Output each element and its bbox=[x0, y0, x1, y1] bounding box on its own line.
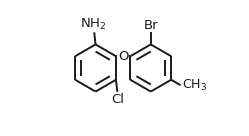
Text: O: O bbox=[118, 50, 128, 63]
Text: NH$_2$: NH$_2$ bbox=[80, 17, 106, 32]
Text: Br: Br bbox=[143, 19, 158, 32]
Text: CH$_3$: CH$_3$ bbox=[182, 78, 207, 93]
Text: Cl: Cl bbox=[111, 93, 124, 106]
